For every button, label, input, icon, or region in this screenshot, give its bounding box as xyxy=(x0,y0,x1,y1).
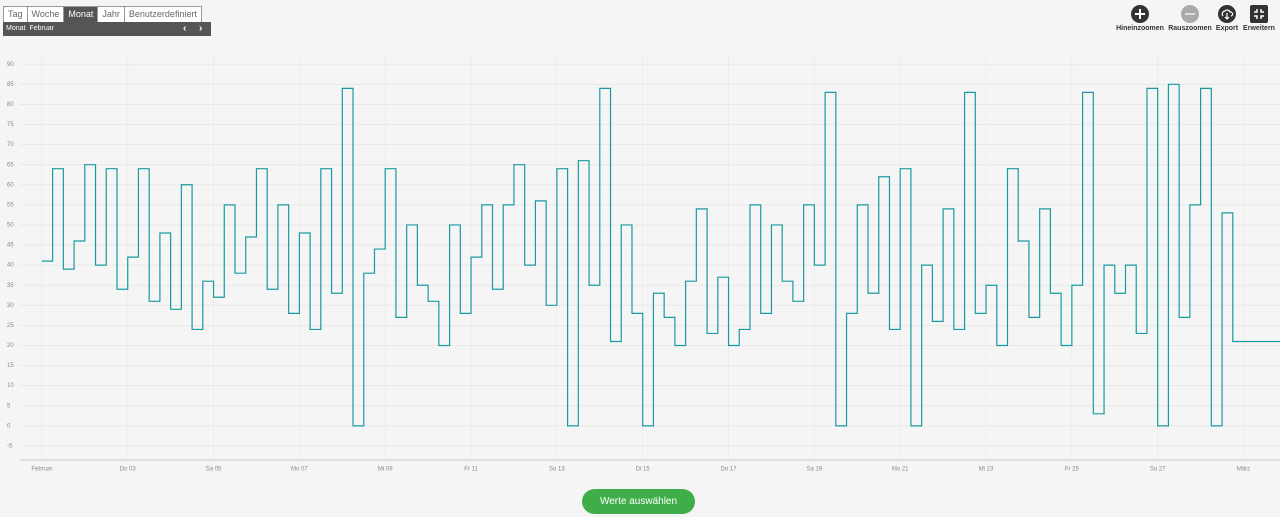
x-tick-label: So 13 xyxy=(549,467,565,473)
x-tick-label: Februar xyxy=(31,467,52,473)
zoom-in[interactable]: Hineinzoomen xyxy=(1116,5,1164,32)
y-tick-label: 90 xyxy=(7,62,14,68)
x-tick-label: Fr 25 xyxy=(1065,467,1080,473)
y-tick-label: 0 xyxy=(7,423,11,429)
zoom-out[interactable]: Rauszoomen xyxy=(1168,5,1212,32)
tab[interactable]: Tag xyxy=(4,7,28,22)
tab[interactable]: Jahr xyxy=(98,7,125,22)
y-tick-label: 40 xyxy=(7,263,14,269)
data-line xyxy=(41,83,1280,427)
y-tick-label: 10 xyxy=(7,383,14,389)
x-tick-label: Mo 07 xyxy=(291,467,308,473)
period-label: Monat xyxy=(6,25,26,32)
action-label: Rauszoomen xyxy=(1168,25,1212,32)
next-button[interactable]: › xyxy=(199,23,203,34)
period-value: Februar xyxy=(29,25,54,32)
x-tick-label: So 27 xyxy=(1150,467,1166,473)
y-tick-label: 85 xyxy=(7,82,14,88)
icon xyxy=(1250,5,1268,23)
action-label: Export xyxy=(1215,25,1239,32)
icon xyxy=(1218,5,1236,23)
y-tick-label: 70 xyxy=(7,142,14,148)
range-tabs: Tag Woche Monat Jahr Benutzerdefiniert xyxy=(3,6,202,23)
period-bar: Monat Februar ‹ › xyxy=(3,22,211,36)
y-tick-label: 25 xyxy=(7,323,14,329)
y-tick-label: 30 xyxy=(7,303,14,309)
tab[interactable]: Benutzerdefiniert xyxy=(128,9,197,19)
x-tick-label: Do 17 xyxy=(721,467,738,473)
icon xyxy=(1181,5,1199,23)
tab[interactable]: Woche xyxy=(28,7,65,22)
y-tick-label: 60 xyxy=(7,182,14,188)
y-tick-label: 50 xyxy=(7,223,14,229)
icon xyxy=(1131,5,1149,23)
y-tick-label: 45 xyxy=(7,243,14,249)
x-tick-label: Di 15 xyxy=(636,467,651,473)
x-tick-label: Sa 19 xyxy=(807,467,823,473)
action-label: Erweitern xyxy=(1243,25,1275,32)
y-tick-label: 5 xyxy=(7,403,11,409)
x-tick-label: Do 03 xyxy=(120,467,137,473)
x-tick-label: Fr 11 xyxy=(464,467,478,473)
select-values-button[interactable]: Werte auswählen xyxy=(582,489,695,514)
x-tick-label: Mo 21 xyxy=(892,467,909,473)
y-tick-label: 55 xyxy=(7,202,14,208)
y-tick-label: 75 xyxy=(7,122,14,128)
y-tick-label: 15 xyxy=(7,363,14,369)
y-tick-label: 80 xyxy=(7,102,14,108)
y-tick-label: 65 xyxy=(7,162,14,168)
export[interactable]: Export xyxy=(1214,5,1240,32)
y-tick-label: 35 xyxy=(7,283,14,289)
x-tick-label: Mi 23 xyxy=(979,467,994,473)
expand[interactable]: Erweitern xyxy=(1242,5,1276,32)
prev-button[interactable]: ‹ xyxy=(183,23,187,34)
x-tick-label: Sa 05 xyxy=(206,467,222,473)
tab[interactable]: Monat xyxy=(64,7,99,22)
action-label: Hineinzoomen xyxy=(1116,25,1164,32)
x-tick-label: März xyxy=(1237,467,1250,473)
y-tick-label: 20 xyxy=(7,343,14,349)
x-tick-label: Mi 09 xyxy=(378,467,393,473)
y-tick-label: -5 xyxy=(7,444,13,450)
